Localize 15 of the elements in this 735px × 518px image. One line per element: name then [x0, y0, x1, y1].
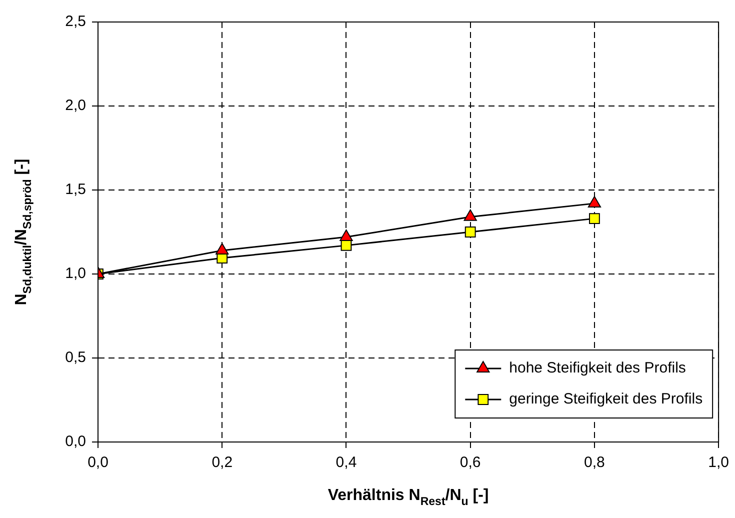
x-tick-label: 0,2 [212, 454, 233, 472]
legend-label: hohe Steifigkeit des Profils [509, 360, 686, 377]
y-axis-title: NSd,duktil/NSd,spröd [-] [13, 158, 34, 306]
y-tick-label: 1,5 [65, 181, 86, 198]
x-tick-label: 0,4 [336, 454, 357, 472]
legend-label: geringe Steifigkeit des Profils [509, 390, 703, 408]
y-tick-label: 1,0 [65, 265, 86, 282]
y-tick-label: 0,0 [65, 433, 86, 450]
y-tick-label: 0,5 [65, 349, 86, 366]
x-tick-label: 1,0 [708, 454, 730, 472]
y-tick-label: 2,5 [65, 13, 86, 30]
x-tick-label: 0,8 [584, 454, 605, 472]
y-tick-label: 2,0 [65, 97, 86, 114]
x-tick-label: 0,0 [88, 454, 108, 472]
x-tick-label: 0,6 [460, 454, 481, 472]
